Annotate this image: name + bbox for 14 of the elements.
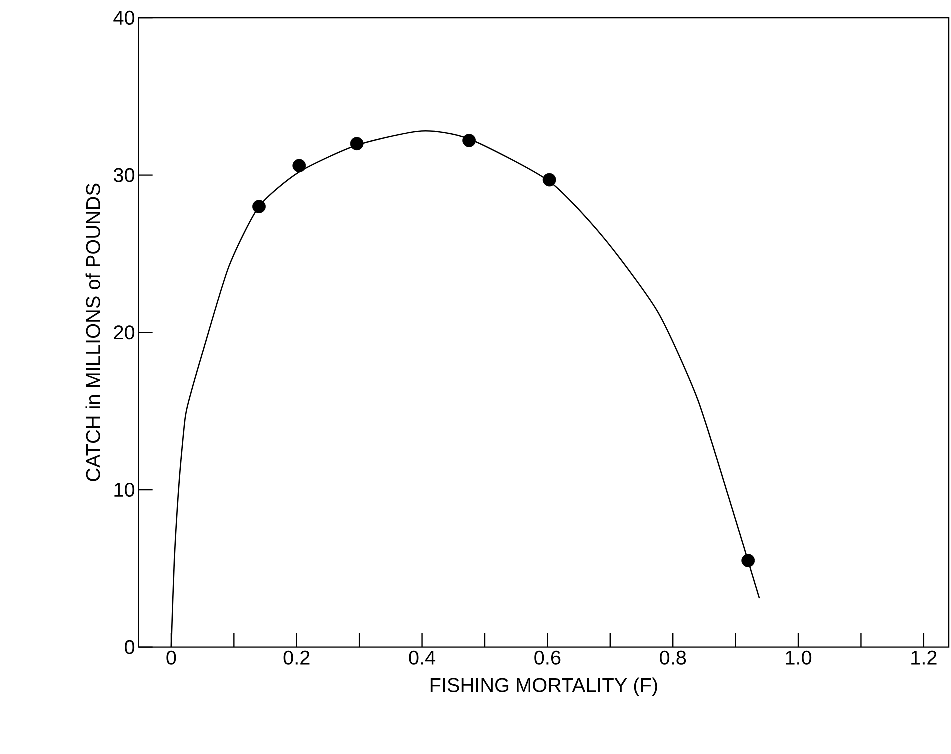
y-tick-label: 40 — [114, 10, 135, 25]
y-tick-label: 30 — [114, 168, 135, 182]
y-tick-label: 0 — [125, 640, 135, 654]
x-tick-label: 0.6 — [534, 650, 561, 665]
x-axis-title: FISHING MORTALITY (F) — [430, 678, 658, 696]
x-tick-label: 0.4 — [409, 650, 436, 665]
y-tick-label: 10 — [114, 482, 135, 497]
x-tick-label: 1.0 — [786, 650, 812, 665]
x-tick-label: 0.2 — [284, 650, 310, 665]
y-axis-title: CATCH in MILLIONS of POUNDS — [86, 184, 100, 482]
x-tick-label: 0.8 — [660, 650, 686, 665]
y-tick-label: 20 — [114, 326, 135, 340]
x-tick-label: 0 — [166, 650, 176, 665]
x-tick-label: 1.2 — [912, 650, 937, 665]
